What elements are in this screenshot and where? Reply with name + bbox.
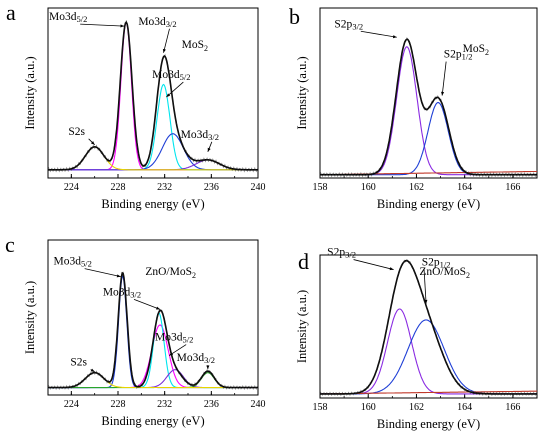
x-axis-label: Binding energy (eV) [101, 197, 204, 211]
peak-label: Mo3d3/2 [177, 352, 215, 365]
peak-arrowhead [389, 267, 394, 271]
peak-arrow [133, 299, 161, 310]
x-tick-label: 228 [111, 399, 126, 410]
component-curve-1 [320, 102, 537, 176]
x-tick-label: 166 [505, 182, 520, 193]
peak-arrowhead [441, 91, 445, 96]
peak-label: Mo3d3/2 [103, 286, 141, 299]
raw-data-curve [47, 20, 259, 173]
raw-data-curve [319, 259, 538, 397]
panel-letter: a [6, 0, 16, 25]
peak-label: S2p3/2 [334, 18, 363, 31]
peak-arrowhead [162, 48, 166, 53]
y-axis-label: Intensity (a.u.) [295, 290, 309, 363]
component-curve-3 [48, 369, 258, 389]
x-tick-label: 232 [157, 399, 172, 410]
plot-frame [319, 254, 538, 399]
plot-frame [319, 7, 538, 179]
x-tick-label: 236 [204, 182, 219, 193]
peak-arrow [163, 28, 170, 53]
component-curve-4 [48, 372, 258, 389]
peak-arrow [423, 269, 427, 304]
peak-arrow [353, 259, 394, 270]
x-tick-label: 166 [505, 402, 520, 413]
y-axis-label: Intensity (a.u.) [23, 281, 37, 354]
x-tick-label: 160 [361, 402, 376, 413]
plot-frame [47, 7, 259, 179]
peak-label: S2s [70, 357, 87, 369]
x-tick-label: 240 [251, 399, 266, 410]
plot-frame [47, 239, 259, 396]
peak-label: S2p1/2 [422, 257, 451, 270]
peak-arrow [360, 30, 397, 38]
panel-c: 224 228 232 236 240 Binding energy (eV) Intens… [5, 232, 266, 428]
peak-label: Mo3d5/2 [49, 11, 87, 24]
x-tick-label: 228 [111, 182, 126, 193]
panel-a: 224 228 232 236 240 Binding energy (eV) Intens… [6, 0, 266, 211]
x-axis-label: Binding energy (eV) [377, 197, 480, 211]
peak-label: S2s [68, 126, 85, 138]
y-axis-label: Intensity (a.u.) [23, 56, 37, 129]
panel-d: 158 160 162 164 166 Binding energy (eV) Intens… [295, 247, 538, 431]
peak-label: S2p1/2 [444, 49, 473, 62]
y-axis-label: Intensity (a.u.) [295, 56, 309, 129]
component-curve-1 [48, 275, 258, 389]
x-tick-label: 158 [313, 402, 328, 413]
sample-label: ZnO/MoS2 [419, 266, 470, 280]
x-tick-label: 162 [409, 182, 424, 193]
envelope-curve [320, 38, 537, 176]
raw-data-curve [47, 271, 259, 391]
peak-arrowhead [90, 368, 95, 372]
component-curve-1 [320, 319, 537, 395]
peak-label: Mo3d5/2 [155, 332, 193, 345]
peak-arrow [166, 81, 184, 98]
component-curve-0 [320, 46, 537, 176]
panel-letter: b [289, 4, 300, 29]
raw-data-curve [319, 37, 538, 178]
x-tick-label: 164 [457, 182, 472, 193]
peak-arrowhead [90, 141, 95, 145]
peak-arrow [84, 268, 121, 278]
peak-label: Mo3d3/2 [181, 129, 219, 142]
panel-b: 158 160 162 164 166 Binding energy (eV) Intens… [289, 4, 538, 211]
x-tick-label: 164 [457, 402, 472, 413]
peak-arrowhead [207, 147, 211, 152]
component-curve-2 [48, 312, 258, 389]
peak-label: Mo3d5/2 [152, 69, 190, 82]
peak-arrowhead [116, 274, 121, 278]
envelope-curve [48, 271, 258, 389]
sample-label: MoS2 [182, 39, 208, 53]
peak-arrowhead [169, 352, 174, 356]
peak-label: Mo3d3/2 [138, 16, 176, 29]
peak-arrowhead [120, 24, 125, 28]
x-tick-label: 224 [64, 399, 79, 410]
component-curve-0 [320, 308, 537, 395]
peak-arrowhead [156, 306, 160, 310]
peak-arrowhead [392, 35, 397, 39]
x-axis-label: Binding energy (eV) [101, 414, 204, 428]
x-tick-label: 224 [64, 182, 79, 193]
x-tick-label: 162 [409, 402, 424, 413]
panel-letter: d [298, 249, 309, 274]
peak-arrow [80, 23, 125, 27]
x-tick-label: 160 [361, 182, 376, 193]
x-tick-label: 232 [157, 182, 172, 193]
sample-label: ZnO/MoS2 [145, 266, 196, 280]
x-tick-label: 236 [204, 399, 219, 410]
x-tick-label: 158 [313, 182, 328, 193]
peak-label: Mo3d5/2 [53, 256, 91, 269]
sample-label: MoS2 [463, 43, 489, 57]
panel-letter: c [5, 232, 15, 257]
peak-arrowhead [166, 93, 171, 98]
peak-arrowhead [206, 365, 210, 370]
peak-arrowhead [424, 299, 428, 304]
peak-arrow [441, 61, 447, 96]
peak-label: S2p3/2 [327, 247, 356, 260]
x-axis-label: Binding energy (eV) [377, 417, 480, 431]
envelope-curve [320, 259, 537, 395]
component-curve-5 [48, 372, 258, 389]
x-tick-label: 240 [251, 182, 266, 193]
